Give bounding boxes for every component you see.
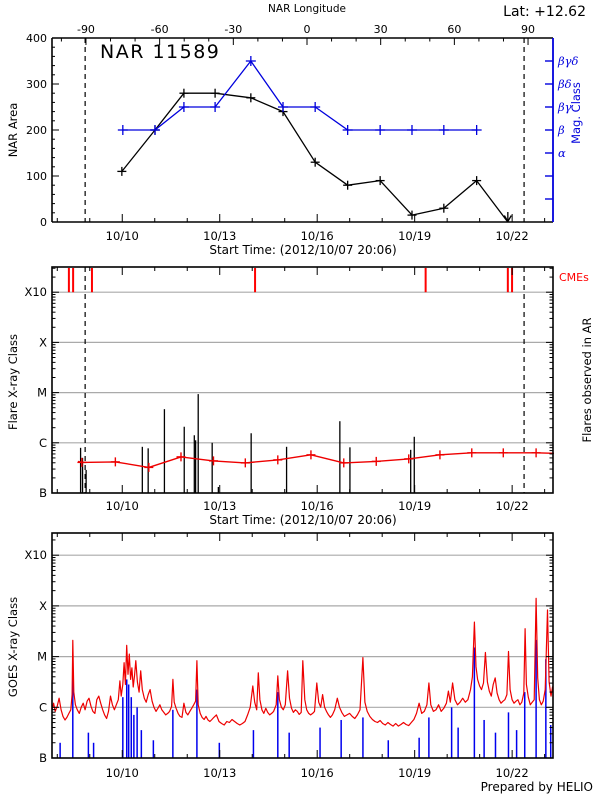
goes-xray-axis-title: GOES X-ray Class xyxy=(6,596,20,698)
page-title: NAR 11589 xyxy=(100,41,221,63)
longitude-tick-label: 30 xyxy=(374,23,388,36)
date-tick-label: 10/19 xyxy=(398,229,431,243)
date-tick-label: 10/16 xyxy=(301,499,334,513)
xray-class-tick-label: X xyxy=(39,599,47,613)
longitude-tick-label: -30 xyxy=(224,23,242,36)
date-tick-label: 10/16 xyxy=(301,766,334,780)
date-tick-label: 10/10 xyxy=(106,766,139,780)
mag-class-line xyxy=(122,60,477,131)
xray-class-tick-label: B xyxy=(39,751,47,765)
down-arrow-marker xyxy=(503,215,509,222)
date-tick-label: 10/13 xyxy=(203,766,236,780)
date-tick-label: 10/10 xyxy=(106,499,139,513)
date-tick-label: 10/10 xyxy=(106,229,139,243)
nar-area-line xyxy=(121,92,509,223)
xray-class-tick-label: X10 xyxy=(24,548,47,562)
date-tick-label: 10/13 xyxy=(203,499,236,513)
xray-class-tick-label: B xyxy=(39,486,47,500)
y-tick-label: 100 xyxy=(26,170,47,183)
xray-class-tick-label: C xyxy=(39,436,47,450)
date-tick-label: 10/22 xyxy=(496,766,529,780)
flare-xray-axis-title: Flare X-ray Class xyxy=(6,333,20,431)
goes-red-curve xyxy=(51,597,554,727)
start-time-label-top: Start Time: (2012/10/07 20:06) xyxy=(209,243,397,257)
nar-longitude-axis-title: NAR Longitude xyxy=(268,3,346,15)
longitude-tick-label: 0 xyxy=(304,23,311,36)
latitude-label: Lat: +12.62 xyxy=(503,4,586,20)
xray-class-tick-label: M xyxy=(37,386,47,400)
date-tick-label: 10/22 xyxy=(496,499,529,513)
xray-class-tick-label: X xyxy=(39,335,47,349)
mag-class-tick-label: α xyxy=(558,146,566,160)
longitude-tick-label: 90 xyxy=(521,23,535,36)
date-tick-label: 10/13 xyxy=(203,229,236,243)
date-tick-label: 10/19 xyxy=(398,766,431,780)
mag-class-tick-label: βγδ xyxy=(557,54,579,68)
date-tick-label: 10/19 xyxy=(398,499,431,513)
mag-class-axis-title: Mag. Class xyxy=(569,82,583,144)
nar-area-axis-title: NAR Area xyxy=(6,102,20,158)
y-tick-label: 400 xyxy=(26,32,47,45)
longitude-tick-label: -60 xyxy=(151,23,169,36)
y-tick-label: 200 xyxy=(26,124,47,137)
y-tick-label: 300 xyxy=(26,78,47,91)
flares-observed-label: Flares observed in AR xyxy=(580,317,594,443)
xray-class-tick-label: M xyxy=(37,650,47,664)
prepared-by-label: Prepared by HELIO xyxy=(480,780,593,794)
mag-class-tick-label: βγ xyxy=(557,100,572,114)
panel2-frame xyxy=(51,266,554,494)
down-arrow-marker xyxy=(507,215,512,222)
xray-class-tick-label: X10 xyxy=(24,285,47,299)
y-tick-label: 0 xyxy=(40,216,47,229)
start-time-label-middle: Start Time: (2012/10/07 20:06) xyxy=(209,513,397,527)
date-tick-label: 10/22 xyxy=(496,229,529,243)
longitude-tick-label: -90 xyxy=(77,23,95,36)
cmes-label: CMEs xyxy=(559,271,589,284)
panel3-frame xyxy=(51,532,554,759)
mag-class-tick-label: β xyxy=(557,123,565,137)
xray-class-tick-label: C xyxy=(39,700,47,714)
longitude-tick-label: 60 xyxy=(447,23,461,36)
mag-class-tick-label: βδ xyxy=(557,77,572,91)
date-tick-label: 10/16 xyxy=(301,229,334,243)
